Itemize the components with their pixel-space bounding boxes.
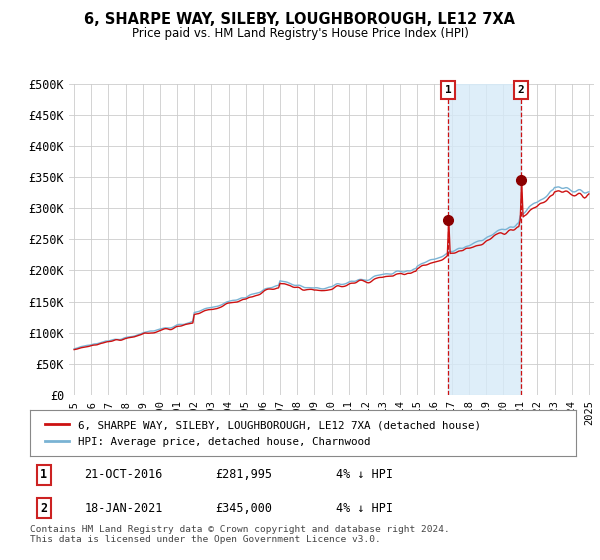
Text: 1: 1 [445, 85, 452, 95]
Text: Price paid vs. HM Land Registry's House Price Index (HPI): Price paid vs. HM Land Registry's House … [131, 27, 469, 40]
Text: 1: 1 [40, 468, 47, 482]
Bar [448, 84, 521, 395]
Text: 6, SHARPE WAY, SILEBY, LOUGHBOROUGH, LE12 7XA: 6, SHARPE WAY, SILEBY, LOUGHBOROUGH, LE1… [85, 12, 515, 27]
Text: 4% ↓ HPI: 4% ↓ HPI [336, 468, 393, 482]
Text: 21-OCT-2016: 21-OCT-2016 [85, 468, 163, 482]
Text: £345,000: £345,000 [215, 502, 272, 515]
Legend: 6, SHARPE WAY, SILEBY, LOUGHBOROUGH, LE12 7XA (detached house), HPI: Average pri: 6, SHARPE WAY, SILEBY, LOUGHBOROUGH, LE1… [41, 416, 485, 451]
Text: 2: 2 [40, 502, 47, 515]
Text: 2: 2 [518, 85, 524, 95]
Text: 18-JAN-2021: 18-JAN-2021 [85, 502, 163, 515]
Text: £281,995: £281,995 [215, 468, 272, 482]
Text: 4% ↓ HPI: 4% ↓ HPI [336, 502, 393, 515]
Text: Contains HM Land Registry data © Crown copyright and database right 2024.
This d: Contains HM Land Registry data © Crown c… [30, 525, 450, 544]
